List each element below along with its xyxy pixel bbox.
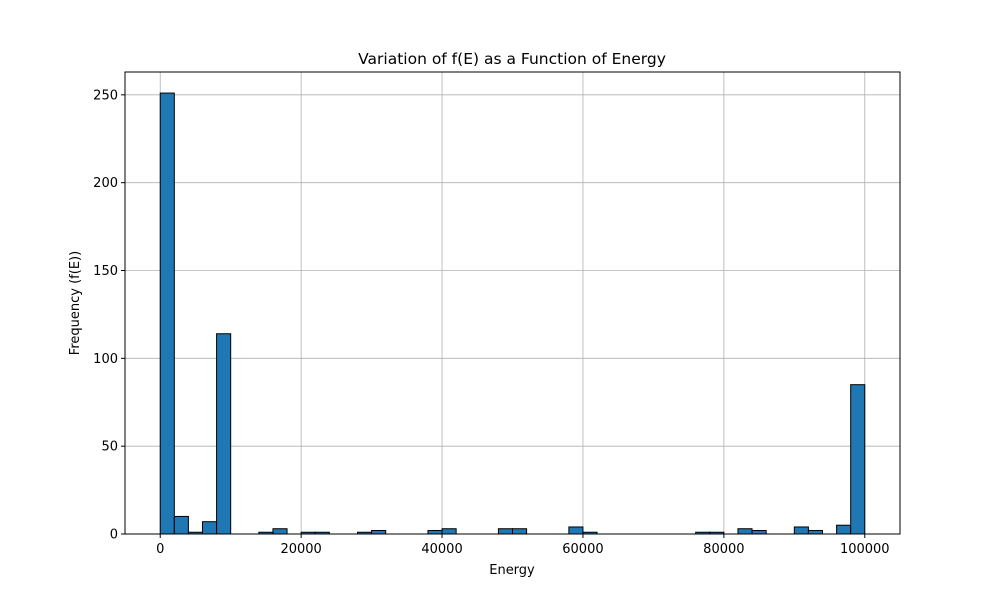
histogram-bar xyxy=(441,528,457,535)
x-tick-label: 20000 xyxy=(280,542,321,557)
histogram-bar xyxy=(216,333,232,535)
chart-title: Variation of f(E) as a Function of Energ… xyxy=(358,50,666,68)
histogram-bar xyxy=(751,529,767,535)
histogram-bar xyxy=(272,528,288,535)
histogram-bar xyxy=(202,521,218,535)
y-axis-label: Frequency (f(E)) xyxy=(68,251,83,355)
histogram-bar xyxy=(173,515,189,535)
histogram-bar xyxy=(793,526,809,535)
y-tick-label: 100 xyxy=(93,352,118,367)
histogram-bar xyxy=(159,92,175,535)
x-tick-label: 80000 xyxy=(703,542,744,557)
histogram-bar xyxy=(568,526,584,535)
histogram-bar xyxy=(512,528,528,535)
histogram-bar xyxy=(850,384,866,535)
y-tick-label: 50 xyxy=(101,440,118,455)
histogram-bar xyxy=(497,528,513,535)
histogram-bar xyxy=(836,524,852,535)
x-tick-label: 100000 xyxy=(840,542,890,557)
x-tick-label: 40000 xyxy=(421,542,462,557)
y-tick-label: 200 xyxy=(93,176,118,191)
plot-frame xyxy=(124,71,901,535)
y-tick-label: 250 xyxy=(93,88,118,103)
histogram-bar xyxy=(371,529,387,535)
histogram-bar xyxy=(427,529,443,535)
x-tick-label: 0 xyxy=(156,542,164,557)
y-axis-ticks: 0 50 100 150 200 250 xyxy=(93,88,125,543)
histogram-bar xyxy=(737,528,753,535)
histogram-bar xyxy=(807,529,824,535)
x-axis-label: Energy xyxy=(489,563,535,578)
x-tick-label: 60000 xyxy=(562,542,603,557)
x-axis-ticks: 0 20000 40000 60000 80000 100000 xyxy=(156,534,890,557)
y-tick-label: 0 xyxy=(110,528,118,543)
y-tick-label: 150 xyxy=(93,264,118,279)
